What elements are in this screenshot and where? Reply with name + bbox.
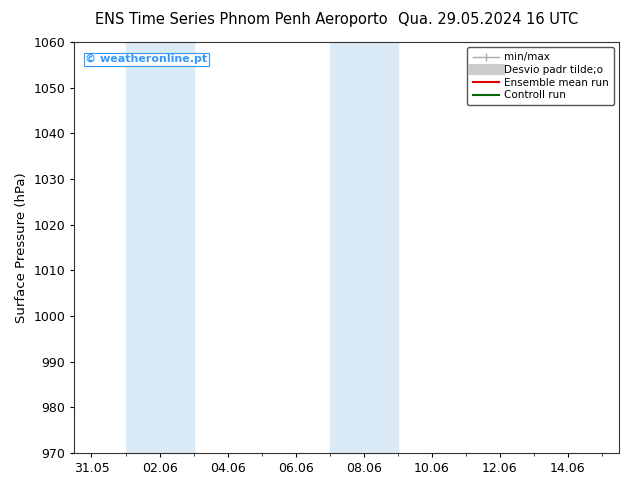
Text: © weatheronline.pt: © weatheronline.pt	[86, 54, 207, 65]
Text: Qua. 29.05.2024 16 UTC: Qua. 29.05.2024 16 UTC	[398, 12, 578, 27]
Y-axis label: Surface Pressure (hPa): Surface Pressure (hPa)	[15, 172, 28, 323]
Bar	[330, 42, 398, 453]
Bar	[126, 42, 193, 453]
Text: ENS Time Series Phnom Penh Aeroporto: ENS Time Series Phnom Penh Aeroporto	[94, 12, 387, 27]
Legend: min/max, Desvio padr tilde;o, Ensemble mean run, Controll run: min/max, Desvio padr tilde;o, Ensemble m…	[467, 47, 614, 105]
